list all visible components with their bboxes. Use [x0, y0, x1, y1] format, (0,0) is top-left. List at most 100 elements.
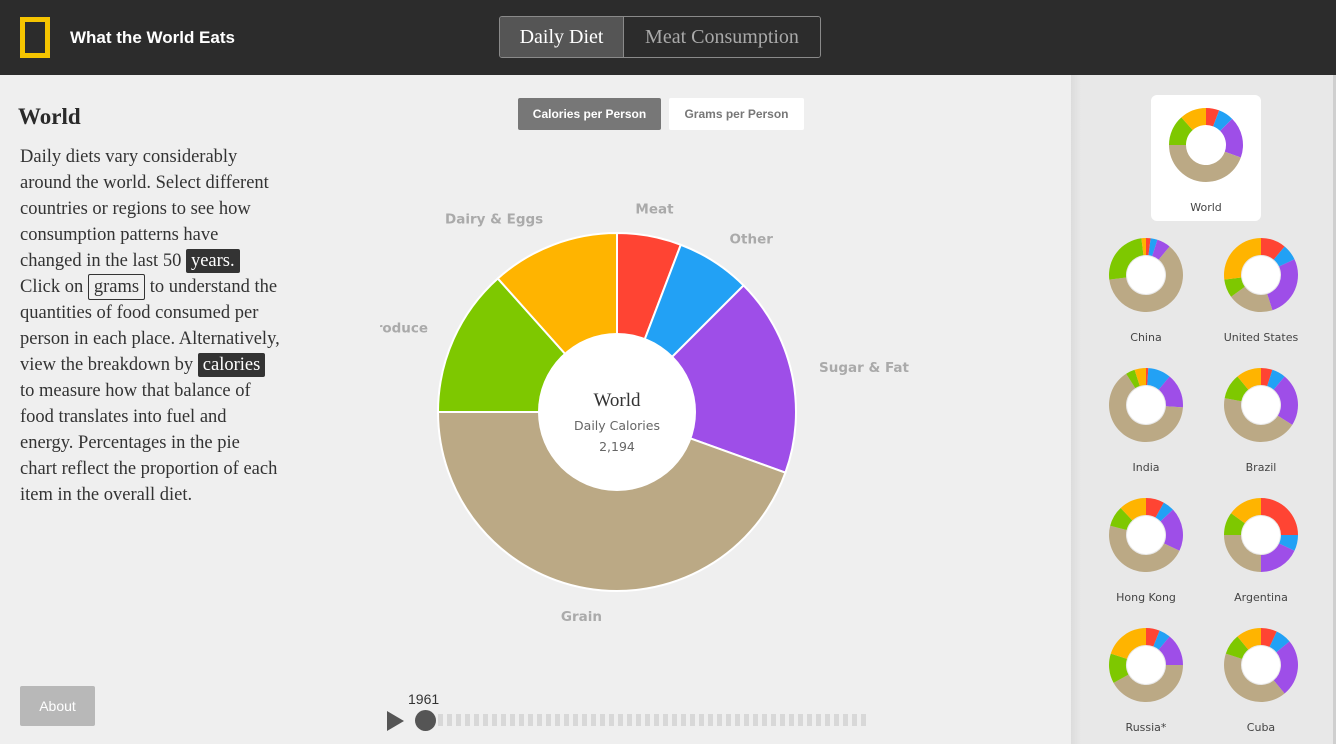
- country-slice-china-sugar-fat[interactable]: [1152, 239, 1170, 260]
- country-slice-world-meat[interactable]: [1206, 108, 1220, 127]
- country-slice-hong-kong-sugar-fat[interactable]: [1160, 509, 1183, 551]
- country-slice-india-sugar-fat[interactable]: [1158, 376, 1183, 408]
- country-donut-hole: [1242, 516, 1280, 554]
- timeline-track[interactable]: [438, 714, 870, 726]
- country-donut-hole: [1127, 646, 1165, 684]
- tab-daily-diet[interactable]: Daily Diet: [500, 17, 623, 57]
- country-slice-hong-kong-other[interactable]: [1155, 502, 1173, 522]
- country-slice-hong-kong-dairy-eggs[interactable]: [1120, 498, 1146, 521]
- timeline-handle[interactable]: [415, 710, 436, 731]
- country-slice-china-dairy-eggs[interactable]: [1141, 238, 1146, 256]
- country-slice-india-other[interactable]: [1147, 368, 1170, 390]
- country-slice-brazil-dairy-eggs[interactable]: [1237, 368, 1261, 390]
- country-slice-india-produce[interactable]: [1126, 369, 1140, 389]
- country-donut-hong-kong: [1109, 498, 1183, 572]
- about-button[interactable]: About: [20, 686, 95, 726]
- country-donut-china: [1109, 238, 1183, 312]
- country-slice-cuba-other[interactable]: [1269, 631, 1290, 653]
- country-slice-hong-kong-produce[interactable]: [1110, 508, 1133, 531]
- country-slice-united-states-dairy-eggs[interactable]: [1224, 238, 1261, 280]
- country-donut-hole: [1127, 386, 1165, 424]
- country-slice-world-sugar-fat[interactable]: [1220, 118, 1243, 158]
- country-card-hong-kong[interactable]: Hong Kong: [1091, 485, 1201, 611]
- country-slice-argentina-sugar-fat[interactable]: [1261, 543, 1295, 572]
- country-slice-hong-kong-grain[interactable]: [1109, 525, 1180, 572]
- country-donut-russia: [1109, 628, 1183, 702]
- country-slice-world-produce[interactable]: [1169, 117, 1193, 145]
- country-slice-cuba-meat[interactable]: [1261, 628, 1277, 647]
- country-card-india[interactable]: India: [1091, 355, 1201, 481]
- country-name: India: [1132, 461, 1160, 474]
- country-slice-brazil-grain[interactable]: [1224, 398, 1293, 442]
- country-donut-argentina: [1224, 498, 1298, 572]
- years-link[interactable]: years.: [185, 249, 240, 273]
- country-card-cuba[interactable]: Cuba: [1206, 615, 1316, 741]
- national-geographic-logo-icon[interactable]: [20, 17, 50, 58]
- tab-meat-consumption[interactable]: Meat Consumption: [623, 17, 820, 57]
- country-slice-cuba-dairy-eggs[interactable]: [1237, 628, 1261, 650]
- country-slice-russia-sugar-fat[interactable]: [1158, 636, 1183, 665]
- country-slice-brazil-meat[interactable]: [1261, 368, 1273, 386]
- country-card-world[interactable]: World: [1151, 95, 1261, 221]
- center-value: 2,194: [599, 439, 635, 454]
- country-slice-world-other[interactable]: [1213, 110, 1233, 131]
- country-slice-hong-kong-meat[interactable]: [1146, 498, 1164, 518]
- country-slice-china-grain[interactable]: [1109, 246, 1183, 312]
- country-slice-cuba-produce[interactable]: [1225, 636, 1249, 659]
- slice-label-meat: Meat: [635, 201, 674, 217]
- country-slice-china-produce[interactable]: [1109, 238, 1144, 280]
- country-donut-hole: [1127, 516, 1165, 554]
- country-name: Russia*: [1125, 721, 1167, 734]
- grams-link[interactable]: grams: [87, 274, 146, 300]
- country-donut-cuba: [1224, 628, 1298, 702]
- country-slice-argentina-other[interactable]: [1279, 535, 1298, 551]
- country-slice-russia-dairy-eggs[interactable]: [1110, 628, 1146, 659]
- country-card-russia[interactable]: Russia*: [1091, 615, 1201, 741]
- country-slice-india-dairy-eggs[interactable]: [1134, 368, 1146, 386]
- calories-link[interactable]: calories: [197, 353, 266, 377]
- country-slice-united-states-produce[interactable]: [1224, 277, 1245, 297]
- country-slice-united-states-sugar-fat[interactable]: [1267, 259, 1298, 311]
- country-card-united-states[interactable]: United States: [1206, 225, 1316, 351]
- calories-per-person-button[interactable]: Calories per Person: [518, 98, 661, 130]
- country-slice-cuba-grain[interactable]: [1224, 653, 1285, 702]
- country-slice-russia-produce[interactable]: [1109, 653, 1129, 683]
- slice-label-sugar-fat: Sugar & Fat: [819, 360, 909, 376]
- country-slice-argentina-meat[interactable]: [1261, 498, 1298, 535]
- slice-grain[interactable]: [436, 411, 787, 592]
- grams-per-person-button[interactable]: Grams per Person: [669, 98, 804, 130]
- top-bar: What the World Eats Daily Diet Meat Cons…: [0, 0, 1336, 75]
- app-title: What the World Eats: [70, 28, 235, 47]
- country-donut-united-states: [1224, 238, 1298, 312]
- country-card-brazil[interactable]: Brazil: [1206, 355, 1316, 481]
- country-slice-china-meat[interactable]: [1146, 238, 1151, 256]
- country-slice-russia-other[interactable]: [1153, 630, 1170, 650]
- country-slice-world-grain[interactable]: [1169, 145, 1241, 183]
- country-slice-united-states-other[interactable]: [1273, 246, 1295, 267]
- country-slice-russia-grain[interactable]: [1113, 665, 1183, 702]
- country-slice-brazil-sugar-fat[interactable]: [1273, 376, 1298, 425]
- country-card-china[interactable]: China: [1091, 225, 1201, 351]
- country-donut-hole: [1242, 646, 1280, 684]
- country-donut-india: [1109, 368, 1183, 442]
- country-slice-india-grain[interactable]: [1109, 373, 1183, 442]
- country-slice-cuba-sugar-fat[interactable]: [1273, 641, 1298, 694]
- country-slice-argentina-dairy-eggs[interactable]: [1231, 498, 1261, 524]
- country-slice-united-states-meat[interactable]: [1261, 238, 1285, 260]
- country-slice-argentina-produce[interactable]: [1224, 513, 1245, 535]
- scrollbar[interactable]: [1333, 75, 1336, 744]
- country-card-argentina[interactable]: Argentina: [1206, 485, 1316, 611]
- country-slice-united-states-grain[interactable]: [1231, 286, 1273, 312]
- country-name: Hong Kong: [1116, 591, 1176, 604]
- country-slice-china-other[interactable]: [1148, 238, 1158, 256]
- country-slice-russia-meat[interactable]: [1146, 628, 1160, 647]
- region-title: World: [18, 104, 81, 129]
- slice-label-produce: Produce: [380, 320, 428, 336]
- country-slice-brazil-produce[interactable]: [1224, 376, 1249, 402]
- country-slice-india-meat[interactable]: [1146, 368, 1149, 386]
- country-slice-world-dairy-eggs[interactable]: [1181, 108, 1206, 131]
- play-icon[interactable]: [387, 711, 404, 731]
- mode-switch: Daily Diet Meat Consumption: [499, 16, 821, 58]
- country-slice-brazil-other[interactable]: [1267, 369, 1285, 390]
- country-slice-argentina-grain[interactable]: [1224, 535, 1261, 572]
